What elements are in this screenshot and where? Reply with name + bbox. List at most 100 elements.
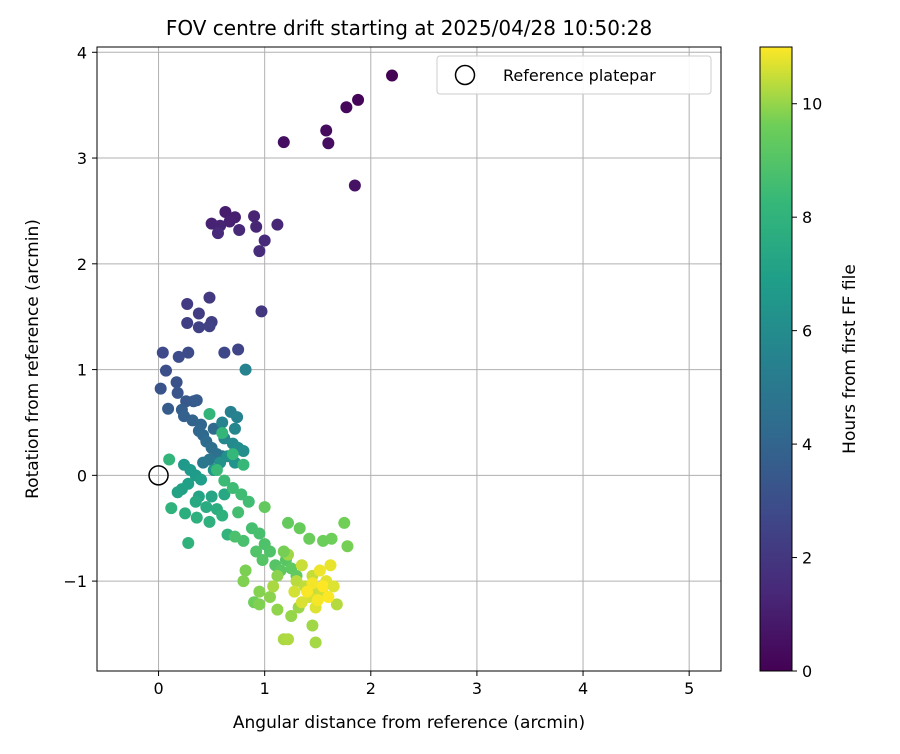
x-axis-label: Angular distance from reference (arcmin) xyxy=(233,713,585,733)
data-point xyxy=(256,553,269,566)
data-point xyxy=(282,516,295,529)
data-point xyxy=(192,307,205,320)
data-point xyxy=(306,619,319,632)
data-point xyxy=(218,488,231,501)
data-point xyxy=(154,382,167,395)
data-point xyxy=(239,564,252,577)
data-point xyxy=(182,537,195,550)
colorbar: 0 2 4 6 8 10 Hours from first FF file xyxy=(759,46,860,681)
data-point xyxy=(258,234,271,247)
data-point xyxy=(170,376,183,389)
data-point xyxy=(282,633,295,646)
data-point xyxy=(190,511,203,524)
data-point xyxy=(203,291,216,304)
data-point xyxy=(255,305,268,318)
data-point xyxy=(263,545,276,558)
data-points xyxy=(154,69,399,649)
data-point xyxy=(156,346,169,359)
reference-marker-group xyxy=(148,465,169,486)
data-point xyxy=(250,545,263,558)
data-point xyxy=(219,205,232,218)
reference-platepar-marker xyxy=(148,465,169,486)
data-point xyxy=(248,210,261,223)
data-point xyxy=(277,136,290,149)
data-point xyxy=(271,218,284,231)
data-point xyxy=(237,445,250,458)
data-point xyxy=(197,456,210,469)
data-point xyxy=(171,386,184,399)
x-tick-label: 2 xyxy=(366,679,376,698)
y-tick-label: 3 xyxy=(77,149,87,168)
data-point xyxy=(162,402,175,415)
data-point xyxy=(203,320,216,333)
data-point xyxy=(232,343,245,356)
y-tick-label: −1 xyxy=(63,572,87,591)
data-point xyxy=(322,137,335,150)
data-point xyxy=(231,411,244,424)
data-point xyxy=(216,509,229,522)
data-point xyxy=(190,394,203,407)
data-point xyxy=(218,346,231,359)
data-point xyxy=(250,220,263,233)
x-axis-ticks: 0 1 2 3 4 5 xyxy=(153,671,694,698)
data-point xyxy=(179,507,192,520)
data-point xyxy=(271,603,284,616)
data-point xyxy=(253,527,266,540)
colorbar-tick-label: 6 xyxy=(802,322,812,341)
data-point xyxy=(277,545,290,558)
data-point xyxy=(235,488,248,501)
data-point xyxy=(267,580,280,593)
y-tick-label: 2 xyxy=(77,255,87,274)
data-point xyxy=(341,540,354,553)
legend-marker xyxy=(454,64,476,86)
data-point xyxy=(171,486,184,499)
data-point xyxy=(226,448,239,461)
y-tick-label: 4 xyxy=(77,43,87,62)
data-point xyxy=(239,363,252,376)
data-point xyxy=(223,215,236,228)
data-point xyxy=(226,482,239,495)
data-point xyxy=(232,506,245,519)
data-point xyxy=(324,559,337,572)
data-point xyxy=(327,580,340,593)
data-point xyxy=(218,474,231,487)
data-point xyxy=(228,530,241,543)
data-point xyxy=(386,69,399,82)
data-point xyxy=(330,598,343,611)
data-point xyxy=(211,227,224,240)
data-point xyxy=(309,636,322,649)
data-point xyxy=(271,569,284,582)
data-point xyxy=(216,416,229,429)
x-tick-label: 1 xyxy=(260,679,270,698)
colorbar-ticks: 0 2 4 6 8 10 xyxy=(792,95,822,681)
legend-entry: Reference platepar xyxy=(503,66,656,85)
data-point xyxy=(253,585,266,598)
data-point xyxy=(237,458,250,471)
data-point xyxy=(189,495,202,508)
data-point xyxy=(203,407,216,420)
data-point xyxy=(165,502,178,515)
plot-frame xyxy=(96,46,722,672)
data-point xyxy=(295,559,308,572)
colorbar-gradient xyxy=(759,46,793,672)
data-point xyxy=(195,473,207,486)
data-point xyxy=(322,590,335,603)
data-point xyxy=(216,427,229,440)
data-point xyxy=(320,124,333,137)
data-point xyxy=(311,594,324,607)
colorbar-tick-label: 0 xyxy=(802,662,812,681)
data-point xyxy=(340,101,353,114)
x-tick-label: 3 xyxy=(472,679,482,698)
y-tick-label: 0 xyxy=(77,466,87,485)
y-axis-label: Rotation from reference (arcmin) xyxy=(23,219,43,499)
data-point xyxy=(338,516,351,529)
data-point xyxy=(200,501,213,514)
colorbar-tick-label: 2 xyxy=(802,549,812,568)
data-point xyxy=(237,575,250,588)
chart-title: FOV centre drift starting at 2025/04/28 … xyxy=(166,16,652,40)
data-point xyxy=(181,317,194,330)
legend-box xyxy=(436,55,712,95)
data-point xyxy=(181,298,194,311)
data-point xyxy=(253,245,266,258)
data-point xyxy=(348,179,361,192)
